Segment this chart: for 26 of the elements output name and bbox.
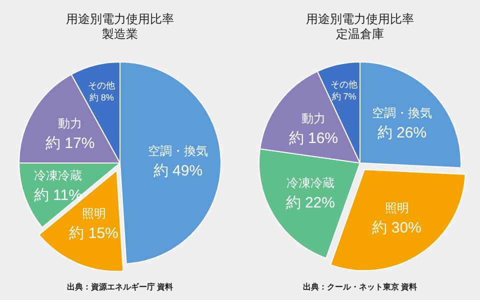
- slice-label: 空調・換気: [148, 144, 208, 158]
- slice-label: 動力: [58, 116, 82, 130]
- chart-subtitle: 製造業: [102, 27, 138, 41]
- slice-label: 照明: [82, 206, 106, 221]
- chart-title: 用途別電力使用比率: [306, 12, 414, 26]
- slice-label: 照明: [384, 200, 409, 215]
- data-label: 約 49%: [153, 162, 203, 180]
- data-label: 約 30%: [372, 219, 422, 236]
- slice-label: 空調・換気: [372, 106, 432, 120]
- chart-title: 用途別電力使用比率: [66, 12, 174, 26]
- source-note: 出典：資源エネルギー庁 資料: [66, 282, 174, 292]
- data-label: 約 17%: [45, 134, 95, 152]
- data-label: 約 7%: [332, 92, 356, 102]
- slice-label: その他: [330, 80, 358, 90]
- data-label: 約 8%: [89, 92, 114, 102]
- slice-label: 冷凍冷蔵: [34, 168, 82, 182]
- slice-label: 冷凍冷蔵: [286, 176, 334, 190]
- slice-label: その他: [88, 80, 116, 90]
- slice-label: 動力: [301, 111, 326, 126]
- data-label: 約 26%: [377, 124, 427, 142]
- data-label: 約 11%: [34, 186, 82, 204]
- data-label: 約 22%: [286, 194, 335, 212]
- source-note: 出典：クール・ネット東京 資料: [302, 282, 418, 292]
- data-label: 約 15%: [69, 225, 118, 242]
- data-label: 約 16%: [288, 130, 338, 147]
- chart-subtitle: 定温倉庫: [336, 27, 384, 41]
